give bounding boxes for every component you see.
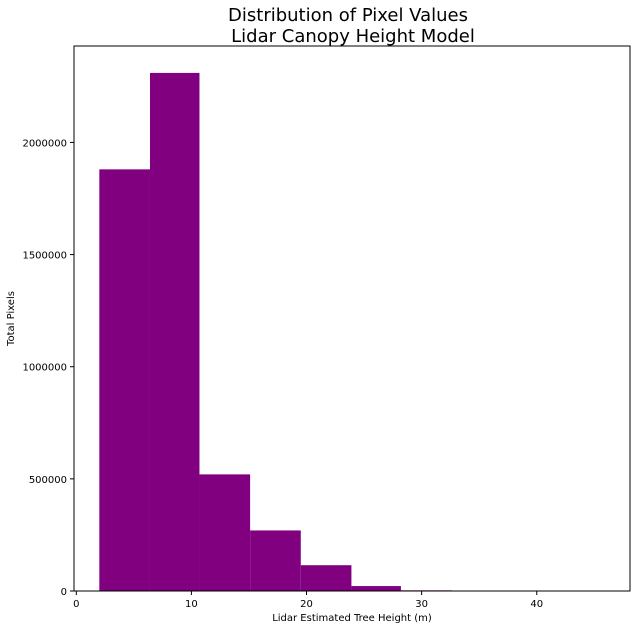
histogram-bar-3 [250, 530, 301, 591]
y-tick-label-0: 0 [61, 587, 67, 598]
y-tick-label-4: 2000000 [22, 138, 67, 149]
histogram-bars [99, 72, 604, 592]
chart-title-line-1: Distribution of Pixel Values [228, 5, 468, 26]
chart-title-line-2: Lidar Canopy Height Model [231, 26, 475, 47]
x-tick-label-1: 10 [185, 599, 198, 610]
y-tick-label-3: 1500000 [22, 251, 67, 262]
histogram-bar-5 [351, 586, 401, 591]
histogram-bar-4 [300, 565, 352, 591]
x-tick-label-3: 30 [415, 599, 428, 610]
y-axis-ticks: 0 500000 1000000 1500000 2000000 [22, 138, 74, 598]
histogram-bar-0 [99, 169, 150, 591]
x-axis-label: Lidar Estimated Tree Height (m) [272, 613, 432, 624]
x-tick-label-2: 20 [300, 599, 313, 610]
histogram-bar-1 [149, 72, 200, 592]
y-tick-label-1: 500000 [29, 475, 67, 486]
histogram-bar-2 [199, 474, 251, 591]
x-axis-ticks: 0 10 20 30 40 [73, 591, 543, 610]
y-axis-label: Total Pixels [6, 291, 17, 347]
x-tick-label-4: 40 [530, 599, 543, 610]
x-tick-label-0: 0 [73, 599, 79, 610]
y-tick-label-2: 1000000 [22, 363, 67, 374]
plot-area-frame [73, 45, 631, 592]
